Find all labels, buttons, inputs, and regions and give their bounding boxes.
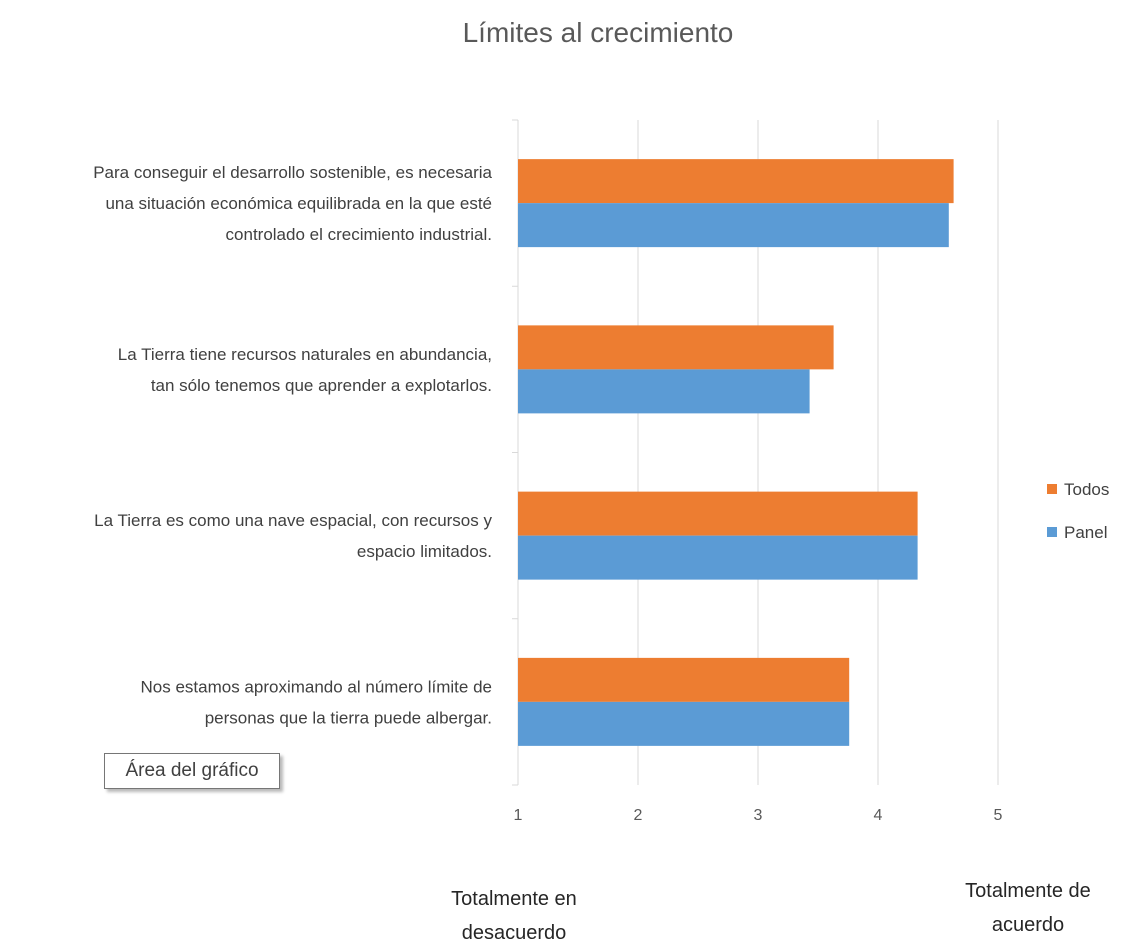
x-tick-label: 1 <box>514 807 523 824</box>
legend-swatch-panel <box>1047 527 1057 537</box>
bar-panel <box>518 203 949 248</box>
legend-label-todos: Todos <box>1064 480 1109 499</box>
category-label: La Tierra es como una nave espacial, con… <box>94 511 492 530</box>
category-label: tan sólo tenemos que aprender a explotar… <box>151 376 492 395</box>
x-tick-labels: 1 2 3 4 5 <box>514 807 1003 824</box>
legend-label-panel: Panel <box>1064 523 1107 542</box>
category-label: La Tierra tiene recursos naturales en ab… <box>118 345 492 364</box>
scale-labels: Totalmente en desacuerdo Totalmente de acue… <box>451 880 1091 943</box>
bar-panel <box>518 701 850 746</box>
bar-panel <box>518 535 918 580</box>
chart-title: Límites al crecimiento <box>463 17 734 48</box>
x-tick-label: 5 <box>994 807 1003 824</box>
bar-todos <box>518 491 918 536</box>
category-label: controlado el crecimiento industrial. <box>226 225 492 244</box>
category-label: personas que la tierra puede albergar. <box>205 708 492 727</box>
legend-swatch-todos <box>1047 484 1057 494</box>
x-tick-label: 4 <box>874 807 883 824</box>
scale-label-disagree: Totalmente en <box>451 888 577 910</box>
category-label: Para conseguir el desarrollo sostenible,… <box>93 163 492 182</box>
x-tick-label: 3 <box>754 807 763 824</box>
category-label: una situación económica equilibrada en l… <box>105 194 492 213</box>
scale-label-agree: Totalmente de <box>965 880 1091 902</box>
bar-todos <box>518 657 850 702</box>
x-tick-label: 2 <box>634 807 643 824</box>
category-axis <box>512 119 519 786</box>
scale-label-disagree: desacuerdo <box>462 922 567 943</box>
bar-todos <box>518 159 954 204</box>
bar-panel <box>518 369 810 414</box>
category-labels: Para conseguir el desarrollo sostenible,… <box>93 163 492 727</box>
category-label: espacio limitados. <box>357 542 492 561</box>
scale-label-agree: acuerdo <box>992 914 1064 936</box>
bar-todos <box>518 325 834 370</box>
category-label: Nos estamos aproximando al número límite… <box>141 677 493 696</box>
legend: Todos Panel <box>1047 480 1109 542</box>
bars <box>518 159 954 746</box>
chart-area-tooltip: Área del gráfico <box>104 753 280 789</box>
